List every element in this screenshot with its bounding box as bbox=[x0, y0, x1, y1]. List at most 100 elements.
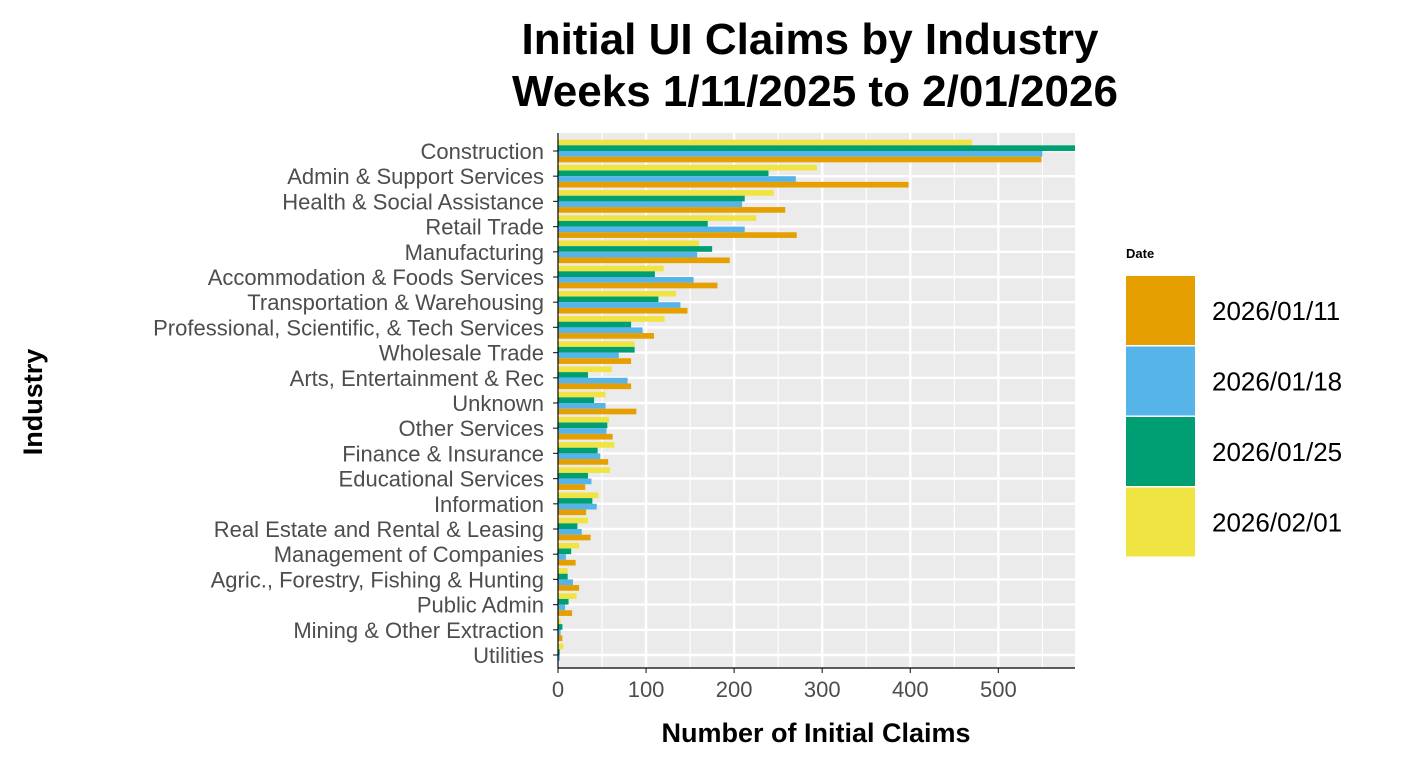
bar-2026/02/01-Transportation & Warehousing bbox=[558, 290, 677, 297]
bar-2026/02/01-Mining & Other Extraction bbox=[558, 618, 561, 625]
bar-2026/01/11-Information bbox=[558, 509, 587, 516]
bar-2026/02/01-Finance & Insurance bbox=[558, 442, 615, 448]
bar-2026/01/18-Accommodation & Foods Services bbox=[558, 277, 694, 283]
bar-2026/01/11-Other Services bbox=[558, 433, 613, 440]
gridlines bbox=[556, 133, 1075, 668]
bar-2026/01/18-Professional, Scientific, & Tech Services bbox=[558, 327, 643, 334]
bar-2026/02/01-Utilities bbox=[558, 643, 564, 650]
bar-2026/01/18-Management of Companies bbox=[558, 554, 566, 560]
bar-2026/01/25-Arts, Entertainment & Rec bbox=[558, 372, 588, 378]
bar-2026/02/01-Unknown bbox=[558, 391, 606, 398]
bar-2026/02/01-Health & Social Assistance bbox=[558, 190, 774, 196]
bar-2026/01/25-Management of Companies bbox=[558, 548, 572, 555]
bar-2026/02/01-Admin & Support Services bbox=[558, 164, 817, 171]
bar-2026/01/18-Educational Services bbox=[558, 478, 592, 485]
y-tick-label: Public Admin bbox=[417, 593, 544, 618]
bar-2026/01/11-Retail Trade bbox=[558, 232, 797, 238]
chart-subtitle: Weeks 1/11/2025 to 2/01/2026 bbox=[512, 67, 1118, 116]
x-tick-label: 300 bbox=[804, 677, 841, 702]
bar-2026/01/25-Construction bbox=[558, 145, 1075, 151]
bar-2026/01/18-Health & Social Assistance bbox=[558, 201, 743, 208]
y-tick-label: Information bbox=[434, 492, 544, 517]
y-tick-label: Mining & Other Extraction bbox=[293, 618, 544, 643]
y-tick-label: Retail Trade bbox=[425, 215, 544, 240]
bar-2026/02/01-Public Admin bbox=[558, 593, 577, 599]
bar-2026/02/01-Accommodation & Foods Services bbox=[558, 265, 664, 272]
bar-2026/01/11-Health & Social Assistance bbox=[558, 207, 786, 213]
bar-2026/01/18-Retail Trade bbox=[558, 226, 745, 233]
bar-2026/01/18-Agric., Forestry, Fishing & Hunting bbox=[558, 579, 573, 586]
bar-2026/01/11-Professional, Scientific, & Tech Services bbox=[558, 333, 655, 339]
bar-2026/01/25-Information bbox=[558, 498, 593, 504]
y-tick-label: Professional, Scientific, & Tech Service… bbox=[153, 315, 544, 340]
bar-2026/01/18-Construction bbox=[558, 151, 1043, 157]
x-axis-title: Number of Initial Claims bbox=[661, 718, 970, 748]
bar-2026/01/11-Construction bbox=[558, 156, 1042, 163]
bar-2026/01/11-Public Admin bbox=[558, 610, 573, 616]
y-tick-label: Accommodation & Foods Services bbox=[208, 265, 544, 290]
y-tick-label: Admin & Support Services bbox=[287, 164, 544, 189]
bar-2026/01/18-Finance & Insurance bbox=[558, 453, 601, 460]
y-tick-label: Transportation & Warehousing bbox=[247, 290, 544, 315]
bar-2026/01/18-Unknown bbox=[558, 403, 606, 409]
y-tick-label: Arts, Entertainment & Rec bbox=[290, 366, 544, 391]
legend-key-2026/01/25 bbox=[1126, 417, 1195, 486]
y-tick-label: Management of Companies bbox=[274, 542, 544, 567]
x-tick-label: 200 bbox=[716, 677, 753, 702]
bar-2026/01/18-Mining & Other Extraction bbox=[558, 629, 561, 636]
legend-label: 2026/01/18 bbox=[1212, 367, 1342, 397]
bar-2026/01/11-Management of Companies bbox=[558, 559, 576, 566]
bar-2026/01/25-Other Services bbox=[558, 422, 608, 429]
bar-2026/01/25-Agric., Forestry, Fishing & Hunting bbox=[558, 573, 568, 580]
y-tick-label: Manufacturing bbox=[405, 240, 544, 265]
bar-2026/01/18-Manufacturing bbox=[558, 251, 698, 258]
bar-2026/02/01-Wholesale Trade bbox=[558, 341, 635, 347]
legend-key-2026/01/18 bbox=[1126, 346, 1195, 416]
bar-2026/02/01-Manufacturing bbox=[558, 240, 699, 247]
y-tick-label: Educational Services bbox=[339, 467, 544, 492]
bar-2026/02/01-Retail Trade bbox=[558, 215, 757, 221]
x-tick-label: 500 bbox=[980, 677, 1017, 702]
bar-2026/01/11-Manufacturing bbox=[558, 257, 730, 264]
y-tick-label: Utilities bbox=[473, 643, 544, 668]
bar-2026/01/25-Accommodation & Foods Services bbox=[558, 271, 655, 277]
legend-key-2026/01/11 bbox=[1126, 276, 1195, 345]
y-tick-label: Agric., Forestry, Fishing & Hunting bbox=[211, 567, 544, 592]
legend-label: 2026/01/11 bbox=[1212, 296, 1340, 326]
bar-2026/02/01-Real Estate and Rental & Leasing bbox=[558, 517, 588, 524]
bar-2026/01/11-Wholesale Trade bbox=[558, 358, 632, 364]
bar-2026/01/11-Accommodation & Foods Services bbox=[558, 282, 718, 289]
bar-2026/01/18-Real Estate and Rental & Leasing bbox=[558, 529, 582, 535]
legend-label: 2026/02/01 bbox=[1212, 508, 1342, 538]
bar-2026/01/25-Admin & Support Services bbox=[558, 170, 769, 177]
bar-2026/01/18-Wholesale Trade bbox=[558, 352, 619, 359]
bar-2026/01/25-Retail Trade bbox=[558, 220, 708, 227]
y-tick-label: Unknown bbox=[452, 391, 544, 416]
chart-title: Initial UI Claims by Industry bbox=[521, 15, 1099, 64]
bar-2026/01/25-Transportation & Warehousing bbox=[558, 296, 659, 303]
y-tick-label: Other Services bbox=[399, 416, 545, 441]
bar-2026/01/11-Admin & Support Services bbox=[558, 181, 909, 188]
bar-2026/01/18-Arts, Entertainment & Rec bbox=[558, 377, 628, 384]
bar-2026/01/18-Utilities bbox=[558, 655, 560, 661]
legend-title: Date bbox=[1126, 246, 1154, 261]
bar-2026/01/25-Mining & Other Extraction bbox=[558, 624, 563, 630]
y-axis-title: Industry bbox=[18, 349, 48, 456]
bar-2026/02/01-Educational Services bbox=[558, 467, 610, 473]
bars bbox=[558, 139, 1075, 661]
bar-2026/02/01-Information bbox=[558, 492, 599, 499]
legend-label: 2026/01/25 bbox=[1212, 437, 1342, 467]
bar-2026/01/11-Real Estate and Rental & Leasing bbox=[558, 534, 591, 541]
x-tick-label: 0 bbox=[552, 677, 564, 702]
bar-2026/01/11-Unknown bbox=[558, 408, 637, 415]
bar-2026/02/01-Management of Companies bbox=[558, 542, 580, 549]
bar-2026/01/25-Utilities bbox=[558, 649, 560, 655]
bar-2026/01/18-Transportation & Warehousing bbox=[558, 302, 681, 308]
bar-2026/01/25-Unknown bbox=[558, 397, 595, 403]
bar-2026/02/01-Other Services bbox=[558, 416, 610, 423]
bar-2026/01/25-Wholesale Trade bbox=[558, 346, 635, 353]
bar-2026/01/11-Transportation & Warehousing bbox=[558, 307, 688, 314]
bar-2026/01/25-Professional, Scientific, & Tech Services bbox=[558, 321, 632, 328]
